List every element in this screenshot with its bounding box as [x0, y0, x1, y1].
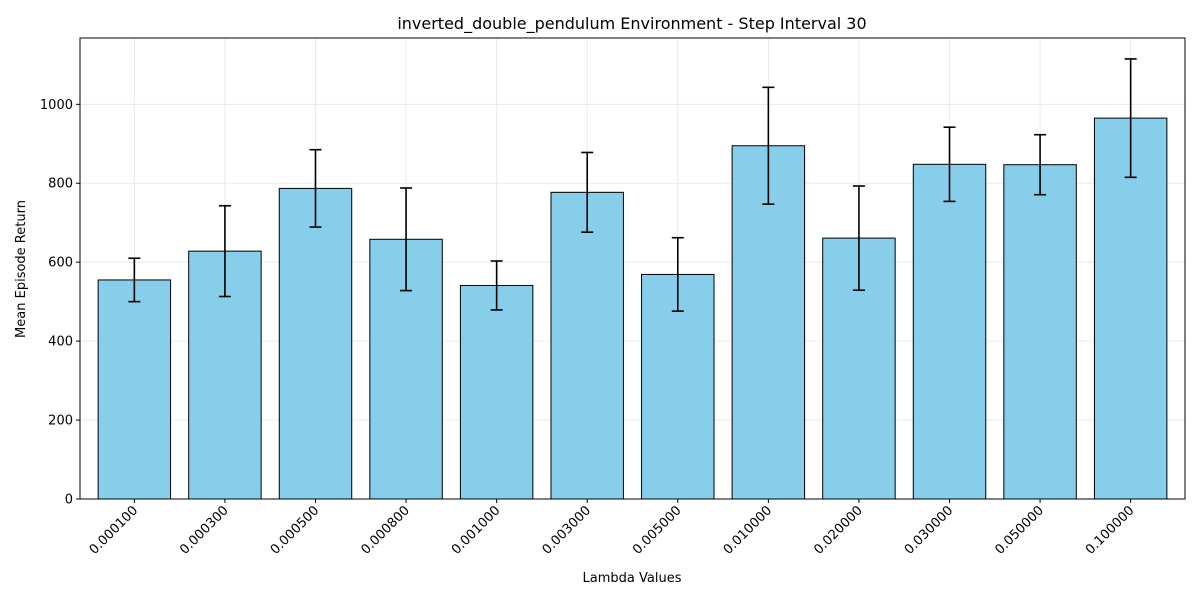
x-axis-title: Lambda Values — [583, 571, 682, 586]
error-bar-0.010000 — [762, 86, 775, 205]
x-tick-label: 0.001000 — [449, 503, 503, 557]
x-tick-label: 0.050000 — [992, 503, 1046, 557]
y-tick-label: 200 — [48, 414, 73, 429]
x-tick-label: 0.010000 — [721, 503, 775, 557]
x-tick-label: 0.000100 — [87, 503, 141, 557]
x-tick-label: 0.000800 — [358, 503, 412, 557]
bar-0.050000 — [1003, 164, 1077, 500]
error-bar-0.050000 — [1034, 133, 1047, 196]
bar-0.030000 — [912, 163, 987, 500]
y-tick-label: 400 — [48, 335, 73, 350]
x-tick-label: 0.005000 — [630, 503, 684, 557]
error-bar-0.000500 — [309, 148, 322, 228]
error-bar-0.000100 — [128, 257, 141, 303]
bar-0.000100 — [97, 279, 172, 500]
error-bar-0.003000 — [581, 151, 594, 233]
error-bar-0.100000 — [1124, 58, 1137, 179]
x-tick-label: 0.030000 — [902, 503, 956, 557]
error-bar-0.030000 — [943, 126, 956, 203]
bar-0.100000 — [1093, 117, 1168, 500]
x-tick-label: 0.003000 — [540, 503, 594, 557]
x-tick-label: 0.100000 — [1083, 503, 1137, 557]
error-bar-0.000300 — [218, 204, 231, 298]
error-bar-0.005000 — [671, 236, 684, 312]
bar-0.003000 — [550, 191, 624, 500]
y-axis-title: Mean Episode Return — [14, 200, 29, 338]
y-tick-label: 600 — [48, 256, 73, 271]
y-tick-label: 800 — [48, 177, 73, 192]
error-bar-0.000800 — [400, 187, 413, 292]
chart-title: inverted_double_pendulum Environment - S… — [397, 14, 866, 34]
y-tick-label: 0 — [65, 493, 73, 508]
x-tick-label: 0.020000 — [811, 503, 865, 557]
y-axis-ticks: 0 200 400 600 800 1000 — [40, 98, 80, 508]
x-axis-ticks: 0.000100 0.000300 0.000500 0.000800 0.001000… — [87, 499, 1137, 558]
x-tick-label: 0.000500 — [268, 503, 322, 557]
plot-area-frame — [79, 37, 1186, 500]
bar-0.000500 — [278, 187, 353, 500]
error-bar-0.020000 — [852, 185, 865, 292]
error-bars — [128, 58, 1137, 312]
error-bar-0.001000 — [490, 260, 503, 311]
bars — [97, 117, 1168, 500]
y-tick-label: 1000 — [40, 98, 73, 113]
x-tick-label: 0.000300 — [177, 503, 231, 557]
bar-0.001000 — [459, 284, 534, 500]
